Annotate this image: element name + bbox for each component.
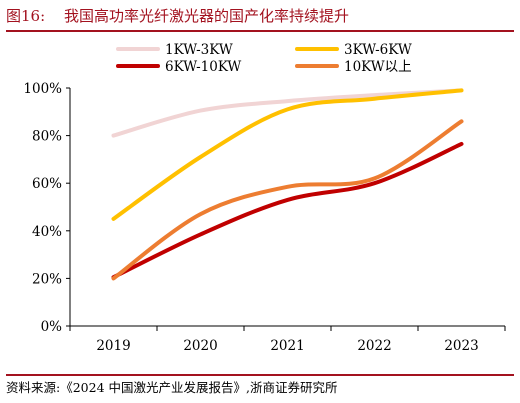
y-axis: 0% 20% 40% 60% 80% 100% bbox=[23, 81, 71, 335]
x-tick-label: 2021 bbox=[270, 338, 304, 354]
legend-label-2: 3KW-6KW bbox=[344, 42, 412, 58]
figure-title: 图16: 我国高功率光纤激光器的国产化率持续提升 bbox=[6, 4, 514, 30]
series-line-3 bbox=[111, 141, 464, 280]
y-tick-label: 60% bbox=[32, 176, 62, 192]
x-tick-label: 2022 bbox=[357, 338, 391, 354]
legend-label-1: 1KW-3KW bbox=[165, 42, 233, 58]
series-lines bbox=[111, 88, 464, 281]
series-line-4 bbox=[111, 119, 464, 281]
figure-number: 图16: bbox=[6, 7, 46, 25]
legend-label-4: 10KW以上 bbox=[344, 59, 412, 75]
series-line-1 bbox=[111, 88, 464, 138]
series-line-2 bbox=[111, 88, 464, 221]
y-tick-label: 0% bbox=[41, 319, 63, 335]
y-tick-label: 100% bbox=[23, 81, 62, 97]
x-tick-label: 2020 bbox=[183, 338, 217, 354]
source-divider bbox=[6, 374, 514, 376]
x-tick-label: 2023 bbox=[444, 338, 478, 354]
x-axis: 2019 2020 2021 2022 2023 bbox=[69, 325, 506, 354]
legend-label-3: 6KW-10KW bbox=[165, 59, 241, 75]
line-chart: 1KW-3KW 3KW-6KW 6KW-10KW 10KW以上 0% 20% 40% 60%… bbox=[23, 42, 506, 354]
y-tick-label: 80% bbox=[32, 129, 62, 145]
figure-title-text: 我国高功率光纤激光器的国产化率持续提升 bbox=[64, 7, 350, 25]
y-tick-label: 40% bbox=[32, 224, 62, 240]
source-note: 资料来源:《2024 中国激光产业发展报告》,浙商证券研究所 bbox=[6, 380, 338, 395]
title-divider bbox=[6, 30, 514, 32]
x-tick-label: 2019 bbox=[96, 338, 130, 354]
y-tick-label: 20% bbox=[32, 271, 62, 287]
legend: 1KW-3KW 3KW-6KW 6KW-10KW 10KW以上 bbox=[116, 42, 412, 75]
